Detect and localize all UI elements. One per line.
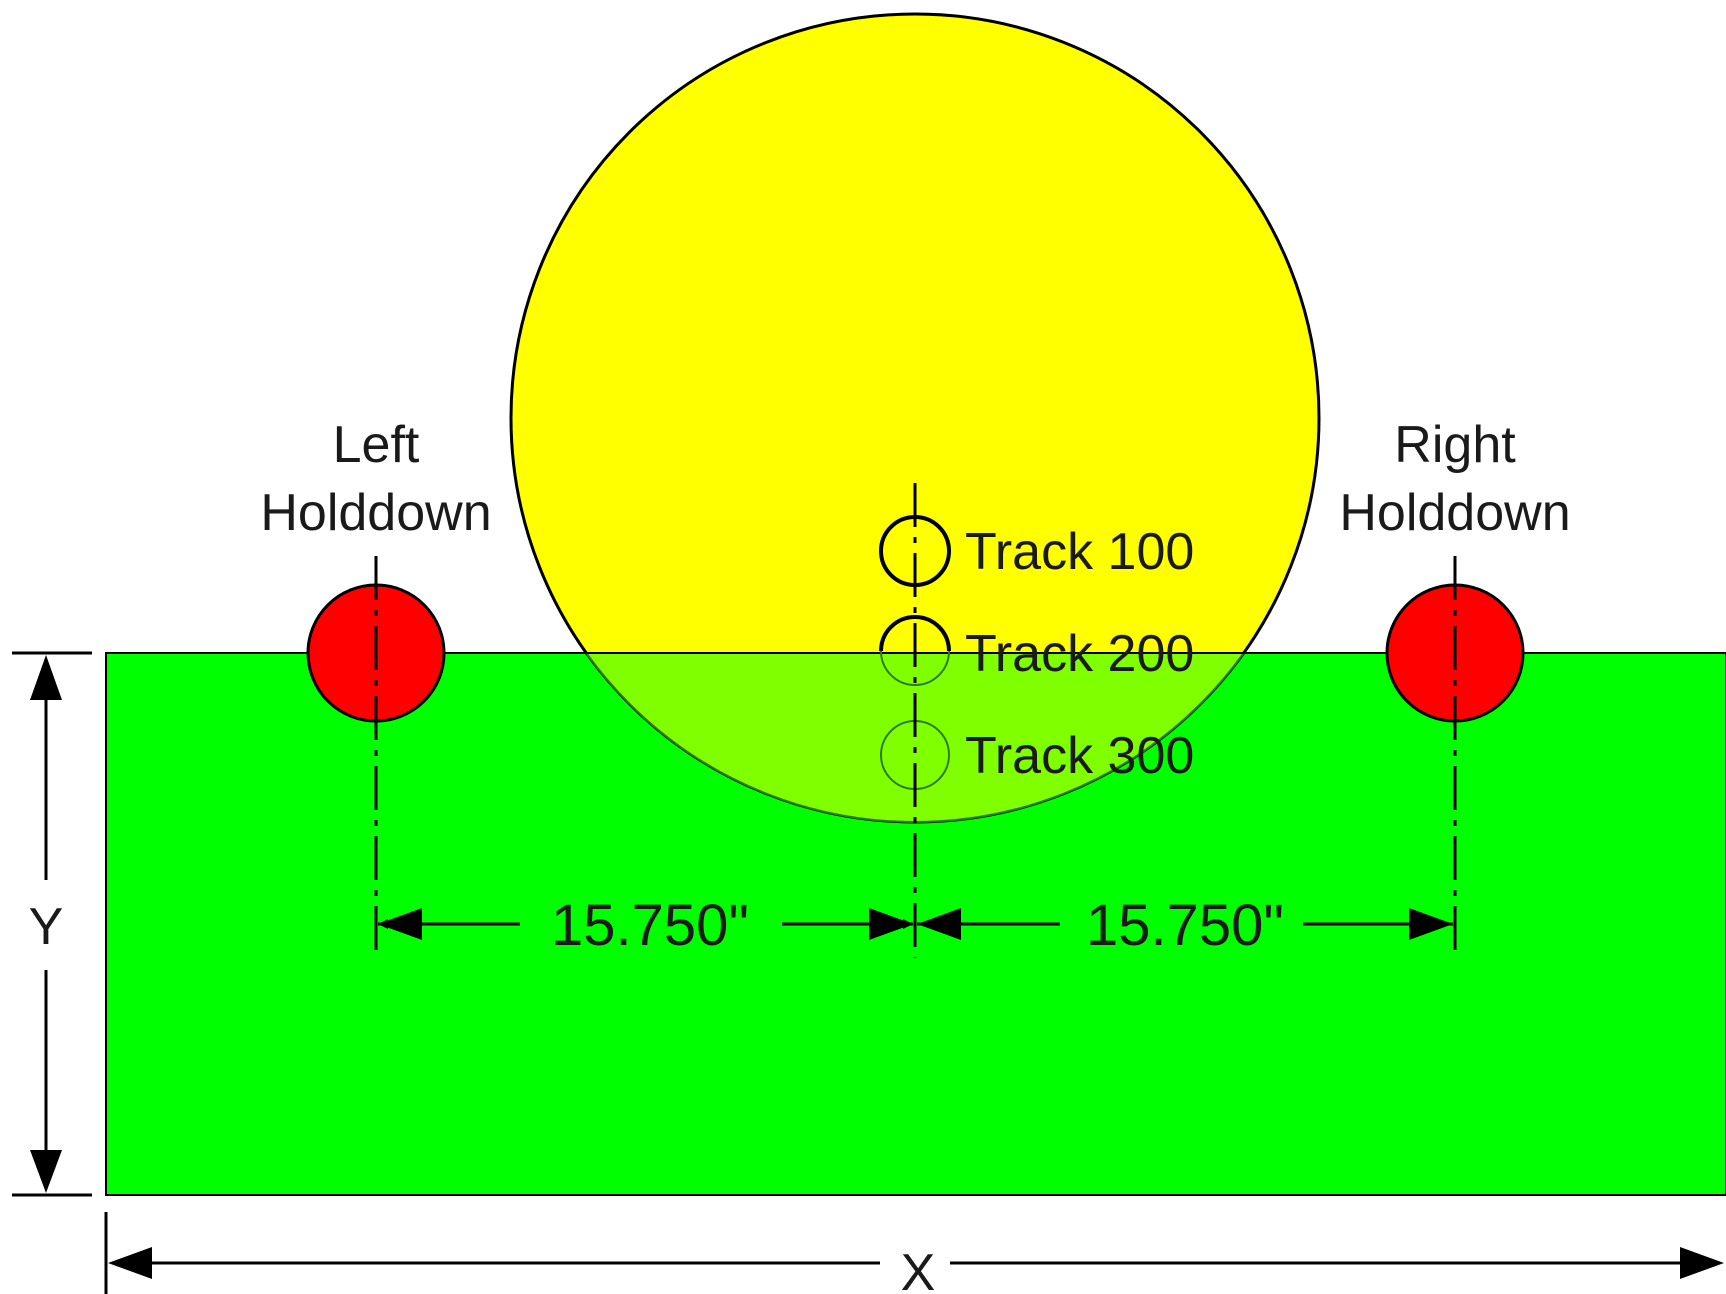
right-holddown-label-line1: Right	[1394, 416, 1516, 474]
track-300-label: Track 300	[965, 727, 1194, 785]
x-dim-arrowhead-right	[1680, 1247, 1724, 1279]
axis-x-label: X	[901, 1244, 936, 1294]
right-holddown-label-line2: Holddown	[1339, 484, 1570, 542]
x-dim-arrowhead-left	[108, 1247, 152, 1279]
dim-left-label: 15.750"	[551, 893, 749, 958]
dim-right-label: 15.750"	[1086, 893, 1284, 958]
track-100-label: Track 100	[965, 523, 1194, 581]
dim-left-arrowhead-r	[869, 908, 913, 940]
dim-right-arrowhead-r	[1409, 908, 1453, 940]
left-holddown-label-line1: Left	[333, 416, 420, 474]
axis-y-label: Y	[29, 898, 64, 956]
y-dim-arrowhead-bottom	[30, 1150, 62, 1193]
dim-left-arrowhead-l	[378, 908, 422, 940]
track-200-label: Track 200	[965, 625, 1194, 683]
dim-right-arrowhead-l	[917, 908, 961, 940]
track-200-circle-lower	[880, 650, 950, 686]
track-200-circle-upper	[879, 615, 951, 652]
y-dim-arrowhead-top	[30, 655, 62, 700]
left-holddown-label-line2: Holddown	[260, 484, 491, 542]
